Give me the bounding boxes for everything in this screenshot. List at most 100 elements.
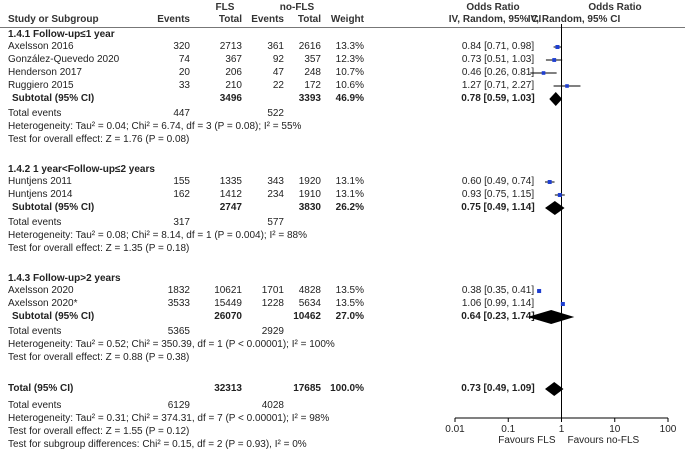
study-events2: 1228 — [261, 298, 284, 309]
study-or-ci: 0.93 [0.75, 1.15] — [461, 189, 535, 200]
pooled-diamond — [549, 92, 563, 106]
total-events-label: Total events — [8, 108, 62, 119]
or-column-title: Odds Ratio — [466, 2, 520, 13]
total-events-label: Total events — [8, 217, 62, 228]
events2-header: Events — [251, 14, 284, 25]
study-events2: 22 — [272, 80, 284, 91]
total1-header: Total — [218, 14, 242, 25]
pooled-diamond — [527, 310, 575, 324]
overall-effect-text: Test for overall effect: Z = 1.76 (P = 0… — [8, 134, 190, 145]
study-events1: 33 — [178, 80, 190, 91]
study-name: Axelsson 2020* — [8, 298, 78, 309]
subtotal-total1: 26070 — [214, 311, 242, 322]
study-events1: 320 — [173, 41, 190, 52]
x-tick-label: 1 — [559, 424, 565, 435]
group1-header: FLS — [215, 2, 235, 13]
group2-header: no-FLS — [279, 2, 315, 13]
study-or-ci: 0.46 [0.26, 0.81] — [461, 67, 535, 78]
total-events-1: 6129 — [167, 400, 190, 411]
study-marker — [555, 45, 560, 49]
heterogeneity-text: Heterogeneity: Tau² = 0.31; Chi² = 374.3… — [8, 413, 330, 424]
study-total1: 15449 — [214, 298, 242, 309]
total-label: Total (95% CI) — [8, 383, 74, 394]
total-events-label: Total events — [8, 400, 62, 411]
study-marker — [565, 84, 569, 88]
subtotal-label: Subtotal (95% CI) — [12, 202, 95, 213]
subtotal-or-ci: 0.78 [0.59, 1.03] — [461, 93, 535, 104]
subtotal-weight: 27.0% — [335, 311, 364, 322]
study-events1: 3533 — [167, 298, 190, 309]
plot-subtitle: IV, Random, 95% CI — [527, 14, 621, 25]
study-total1: 367 — [225, 54, 242, 65]
total-events-2: 2929 — [261, 326, 284, 337]
subtotal-or-ci: 0.64 [0.23, 1.74] — [461, 311, 535, 322]
study-events2: 1701 — [261, 285, 284, 296]
heterogeneity-text: Heterogeneity: Tau² = 0.04; Chi² = 6.74,… — [8, 121, 302, 132]
study-marker — [557, 193, 562, 197]
total-events-2: 577 — [267, 217, 284, 228]
overall-effect-text: Test for overall effect: Z = 0.88 (P = 0… — [8, 352, 190, 363]
total-total2: 17685 — [293, 383, 321, 394]
study-weight: 13.1% — [335, 176, 364, 187]
overall-effect-text: Test for overall effect: Z = 1.35 (P = 0… — [8, 243, 190, 254]
study-total2: 2616 — [298, 41, 321, 52]
study-marker — [537, 288, 542, 294]
total-events-label: Total events — [8, 326, 62, 337]
study-events1: 155 — [173, 176, 190, 187]
or-column-subtitle: IV, Random, 95% CI — [448, 14, 542, 25]
study-total1: 1412 — [219, 189, 242, 200]
study-name: Axelsson 2020 — [8, 285, 74, 296]
study-or-ci: 1.06 [0.99, 1.14] — [461, 298, 535, 309]
study-name: Ruggiero 2015 — [8, 80, 74, 91]
study-events1: 162 — [173, 189, 190, 200]
total2-header: Total — [297, 14, 321, 25]
plot-title: Odds Ratio — [588, 2, 642, 13]
heterogeneity-text: Heterogeneity: Tau² = 0.52; Chi² = 350.3… — [8, 339, 335, 350]
header-divider — [0, 27, 685, 28]
study-total2: 248 — [304, 67, 321, 78]
study-events2: 234 — [267, 189, 284, 200]
study-total2: 4828 — [298, 285, 321, 296]
total-total1: 32313 — [214, 383, 242, 394]
subgroup-title: 1.4.1 Follow-up≤1 year — [8, 29, 115, 40]
study-name: Henderson 2017 — [8, 67, 82, 78]
events1-header: Events — [157, 14, 190, 25]
study-weight: 10.7% — [335, 67, 364, 78]
subgroup-title: 1.4.2 1 year<Follow-up≤2 years — [8, 164, 155, 175]
study-name: Huntjens 2014 — [8, 189, 73, 200]
study-total2: 1910 — [298, 189, 321, 200]
total-events-1: 317 — [173, 217, 190, 228]
study-total1: 10621 — [214, 285, 242, 296]
pooled-diamond — [545, 382, 564, 396]
total-events-1: 5365 — [167, 326, 190, 337]
pooled-diamond — [545, 201, 565, 215]
study-name: Huntjens 2011 — [8, 176, 72, 187]
study-events2: 361 — [267, 41, 284, 52]
study-total2: 357 — [304, 54, 321, 65]
study-total1: 1335 — [219, 176, 242, 187]
x-tick-label: 100 — [660, 424, 677, 435]
subtotal-total2: 3830 — [298, 202, 321, 213]
subtotal-label: Subtotal (95% CI) — [12, 311, 95, 322]
study-marker — [560, 301, 565, 307]
x-tick-label: 10 — [609, 424, 621, 435]
study-total2: 1920 — [298, 176, 321, 187]
total-weight: 100.0% — [330, 383, 364, 394]
subgroup-title: 1.4.3 Follow-up>2 years — [8, 273, 121, 284]
study-weight: 13.5% — [335, 298, 364, 309]
heterogeneity-text: Heterogeneity: Tau² = 0.08; Chi² = 8.14,… — [8, 230, 307, 241]
study-weight: 13.5% — [335, 285, 364, 296]
study-weight: 12.3% — [335, 54, 364, 65]
study-events2: 47 — [272, 67, 284, 78]
study-or-ci: 0.84 [0.71, 0.98] — [461, 41, 535, 52]
study-name: González-Quevedo 2020 — [8, 54, 120, 65]
subtotal-total1: 3496 — [219, 93, 242, 104]
study-name: Axelsson 2016 — [8, 41, 74, 52]
study-weight: 13.1% — [335, 189, 364, 200]
total-events-1: 447 — [173, 108, 190, 119]
subgroup-differences-text: Test for subgroup differences: Chi² = 0.… — [8, 439, 307, 450]
x-tick-label: 0.1 — [501, 424, 515, 435]
subtotal-total2: 10462 — [293, 311, 321, 322]
subtotal-weight: 46.9% — [335, 93, 364, 104]
study-or-ci: 0.60 [0.49, 0.74] — [461, 176, 535, 187]
